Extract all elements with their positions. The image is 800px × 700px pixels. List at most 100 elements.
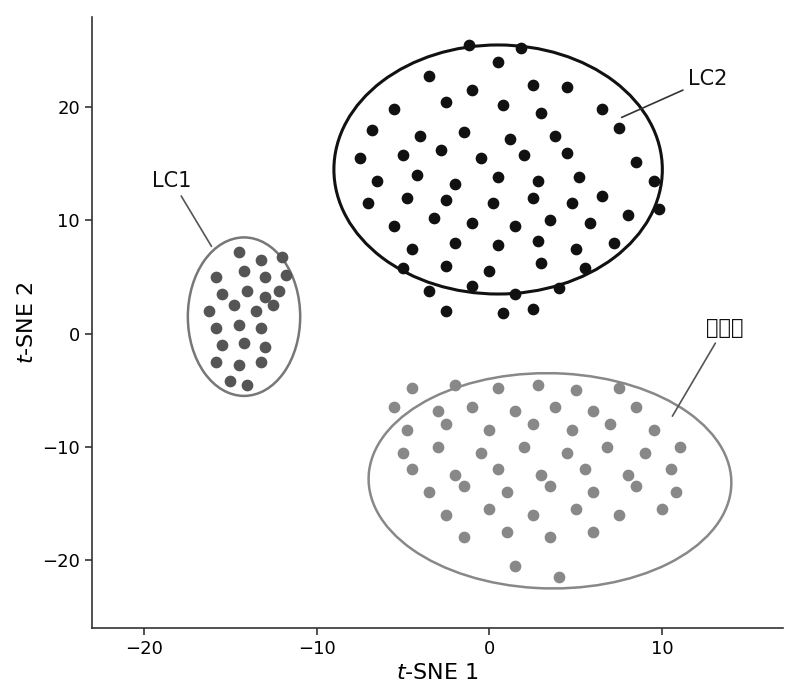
Point [215,340,228,351]
Point [492,382,505,393]
Point [203,305,216,316]
Point [647,175,660,186]
Point [543,532,556,543]
Point [638,447,651,458]
Point [414,130,426,141]
Point [227,300,240,311]
Point [238,337,250,349]
Point [276,251,289,262]
Point [665,464,678,475]
Point [492,464,505,475]
Point [670,486,682,498]
Point [440,260,453,272]
Point [561,81,574,92]
Point [514,43,527,54]
Point [518,149,530,160]
Point [406,382,418,393]
Point [462,39,475,50]
Point [656,503,669,514]
Point [531,235,544,246]
Point [573,172,586,183]
Point [241,379,254,390]
Point [622,209,634,220]
Point [509,405,522,416]
Point [250,305,262,316]
Point [457,481,470,492]
Point [466,402,478,413]
Point [434,145,447,156]
Point [526,509,539,520]
Point [595,104,608,115]
Point [233,360,246,371]
X-axis label: $\it{t}$-SNE 1: $\it{t}$-SNE 1 [396,664,479,683]
Point [543,215,556,226]
Point [483,266,496,277]
Point [366,125,378,136]
Point [653,204,666,215]
Point [535,470,548,481]
Point [526,419,539,430]
Point [422,486,435,498]
Point [449,470,462,481]
Point [457,532,470,543]
Point [526,79,539,90]
Point [561,447,574,458]
Point [440,419,453,430]
Point [410,169,423,181]
Point [431,405,444,416]
Point [474,153,487,164]
Point [604,419,617,430]
Point [578,262,591,274]
Point [388,104,401,115]
Point [570,503,582,514]
Point [492,56,505,67]
Point [233,246,246,258]
Point [509,288,522,300]
Point [474,447,487,458]
Point [406,243,418,254]
Point [422,70,435,81]
Point [215,288,228,300]
Point [267,300,280,311]
Point [492,172,505,183]
Point [279,270,292,281]
Point [238,266,250,277]
Point [570,384,582,395]
Point [601,441,614,452]
Point [566,198,579,209]
Point [210,323,222,334]
Point [483,424,496,435]
Point [466,217,478,228]
Point [535,258,548,269]
Point [397,262,410,274]
Point [531,175,544,186]
Point [397,149,410,160]
Point [586,486,599,498]
Point [549,130,562,141]
Point [497,308,510,319]
Point [486,198,499,209]
Point [583,217,596,228]
Point [210,272,222,283]
Point [552,571,565,582]
Point [258,342,271,353]
Point [566,424,579,435]
Text: LC1: LC1 [153,171,211,246]
Point [428,213,441,224]
Point [674,441,686,452]
Point [233,319,246,330]
Point [549,402,562,413]
Point [586,405,599,416]
Point [630,481,643,492]
Point [531,379,544,390]
Point [492,239,505,251]
Point [440,195,453,206]
Point [526,303,539,314]
Point [622,470,634,481]
Point [255,323,268,334]
Point [431,441,444,452]
Point [607,237,620,248]
Point [561,147,574,158]
Point [526,193,539,204]
Text: LC2: LC2 [622,69,728,118]
